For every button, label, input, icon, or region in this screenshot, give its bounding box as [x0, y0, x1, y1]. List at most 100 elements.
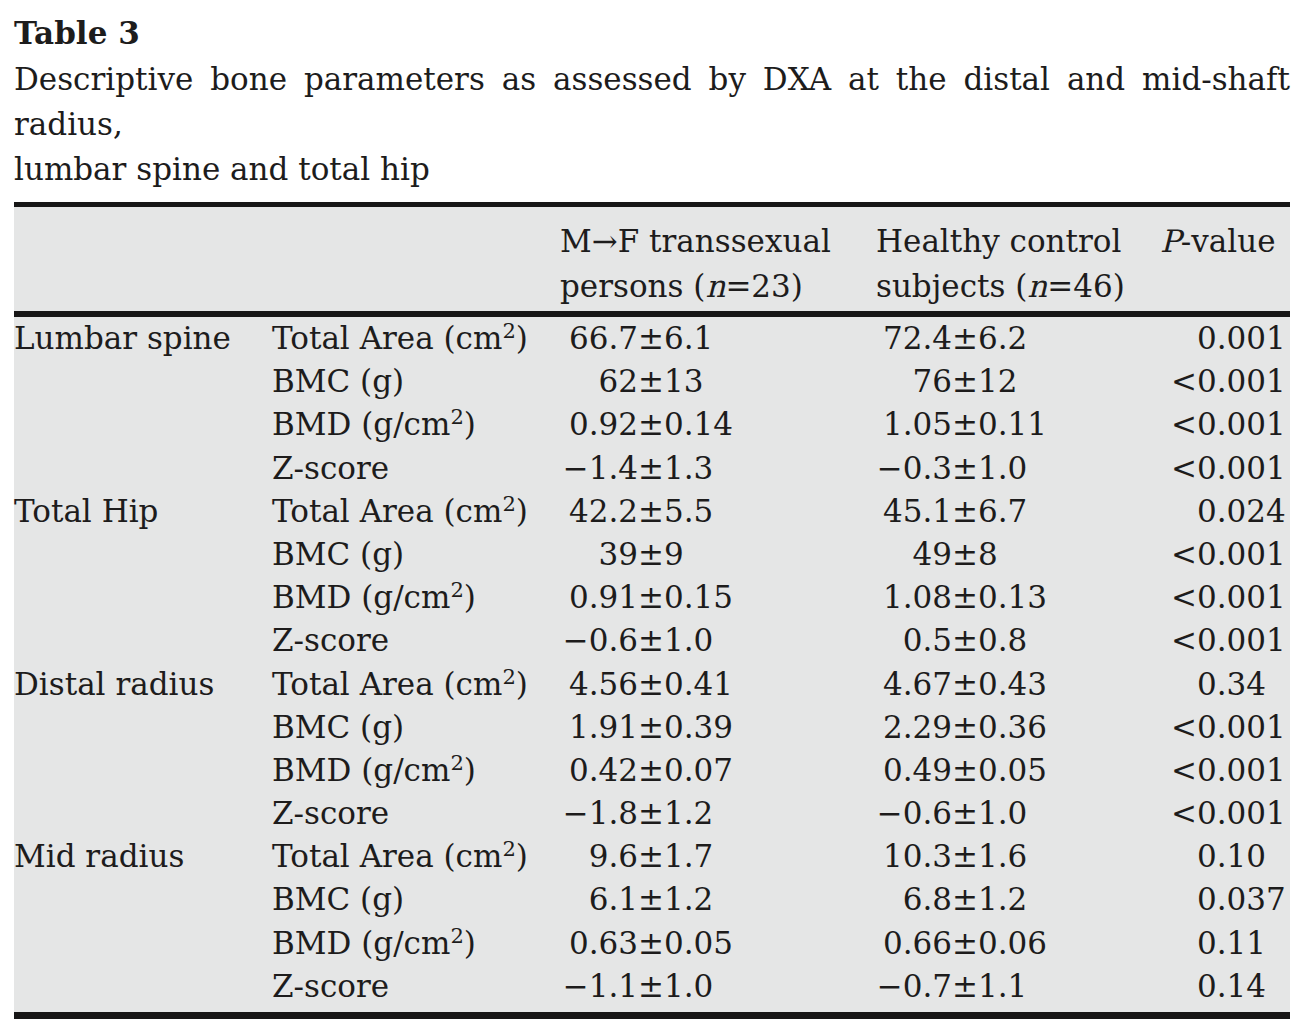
- value-control: 2.29±0.36: [876, 706, 1160, 749]
- p-value-cell: <0.001: [1160, 619, 1290, 662]
- region-label: [14, 922, 272, 965]
- value-control: 72.4±6.2: [876, 317, 1160, 360]
- parameter-label: Total Area (cm2): [272, 317, 560, 360]
- plus-minus: ±: [638, 749, 664, 792]
- plus-minus: ±: [952, 878, 978, 921]
- value-control: 76±12: [876, 360, 1160, 403]
- value-transsexual: 6.1±1.2: [560, 878, 876, 921]
- value-control: −0.6±1.0: [876, 792, 1160, 835]
- value-transsexual: 9.6±1.7: [560, 835, 876, 878]
- header-p-value: P-value: [1160, 219, 1290, 311]
- value-transsexual: 1.91±0.39: [560, 706, 876, 749]
- region-label: [14, 447, 272, 490]
- region-label: [14, 576, 272, 619]
- plus-minus: ±: [952, 706, 978, 749]
- parameter-label: Total Area (cm2): [272, 835, 560, 878]
- value-control: −0.3±1.0: [876, 447, 1160, 490]
- value-control: 4.67±0.43: [876, 663, 1160, 706]
- plus-minus: ±: [638, 792, 664, 835]
- value-transsexual: −1.1±1.0: [560, 965, 876, 1008]
- value-transsexual: −1.4±1.3: [560, 447, 876, 490]
- data-table: M→F transsexualpersons (n=23)Healthy con…: [14, 202, 1290, 1019]
- parameter-label: BMC (g): [272, 533, 560, 576]
- value-control: 45.1±6.7: [876, 490, 1160, 533]
- value-control: −0.7±1.1: [876, 965, 1160, 1008]
- plus-minus: ±: [952, 403, 978, 446]
- plus-minus: ±: [952, 663, 978, 706]
- region-label: [14, 360, 272, 403]
- p-value-cell: <0.001: [1160, 749, 1290, 792]
- parameter-label: Total Area (cm2): [272, 490, 560, 533]
- plus-minus: ±: [952, 447, 978, 490]
- p-value-cell: 0.34: [1160, 663, 1290, 706]
- value-control: 0.5±0.8: [876, 619, 1160, 662]
- value-transsexual: 0.91±0.15: [560, 576, 876, 619]
- paper-page: Table 3 Descriptive bone parameters as a…: [0, 0, 1304, 1034]
- table-number-title: Table 3: [14, 13, 1290, 53]
- plus-minus: ±: [638, 922, 664, 965]
- parameter-label: Z-score: [272, 792, 560, 835]
- p-value-cell: 0.001: [1160, 317, 1290, 360]
- header-group-transsexual: M→F transsexualpersons (n=23): [560, 219, 876, 311]
- parameter-label: BMD (g/cm2): [272, 403, 560, 446]
- table-header-row: M→F transsexualpersons (n=23)Healthy con…: [14, 207, 1290, 317]
- plus-minus: ±: [638, 835, 664, 878]
- region-label: [14, 878, 272, 921]
- plus-minus: ±: [952, 317, 978, 360]
- table-block: Table 3 Descriptive bone parameters as a…: [14, 0, 1290, 1034]
- p-value-cell: <0.001: [1160, 533, 1290, 576]
- plus-minus: ±: [638, 360, 664, 403]
- value-control: 0.66±0.06: [876, 922, 1160, 965]
- plus-minus: ±: [638, 706, 664, 749]
- plus-minus: ±: [638, 447, 664, 490]
- parameter-label: BMD (g/cm2): [272, 922, 560, 965]
- p-value-cell: <0.001: [1160, 360, 1290, 403]
- value-transsexual: −1.8±1.2: [560, 792, 876, 835]
- plus-minus: ±: [638, 490, 664, 533]
- value-transsexual: 62±13: [560, 360, 876, 403]
- value-transsexual: 39±9: [560, 533, 876, 576]
- region-label: Mid radius: [14, 835, 272, 878]
- parameter-label: BMC (g): [272, 706, 560, 749]
- parameter-label: BMD (g/cm2): [272, 576, 560, 619]
- value-control: 49±8: [876, 533, 1160, 576]
- p-value-cell: <0.001: [1160, 792, 1290, 835]
- region-label: [14, 533, 272, 576]
- plus-minus: ±: [952, 619, 978, 662]
- parameter-label: Z-score: [272, 619, 560, 662]
- p-value-cell: <0.001: [1160, 447, 1290, 490]
- plus-minus: ±: [952, 533, 978, 576]
- region-label: Lumbar spine: [14, 317, 272, 360]
- region-label: [14, 706, 272, 749]
- region-label: [14, 619, 272, 662]
- p-value-cell: 0.024: [1160, 490, 1290, 533]
- p-value-cell: <0.001: [1160, 403, 1290, 446]
- p-value-cell: 0.037: [1160, 878, 1290, 921]
- plus-minus: ±: [638, 576, 664, 619]
- caption-line-2: lumbar spine and total hip: [14, 147, 1290, 192]
- value-transsexual: 42.2±5.5: [560, 490, 876, 533]
- value-transsexual: 66.7±6.1: [560, 317, 876, 360]
- region-label: Distal radius: [14, 663, 272, 706]
- value-transsexual: −0.6±1.0: [560, 619, 876, 662]
- plus-minus: ±: [952, 490, 978, 533]
- p-value-cell: <0.001: [1160, 706, 1290, 749]
- header-group-control: Healthy controlsubjects (n=46): [876, 219, 1160, 311]
- header-parameter-spacer: [272, 219, 560, 311]
- plus-minus: ±: [638, 619, 664, 662]
- plus-minus: ±: [952, 792, 978, 835]
- plus-minus: ±: [638, 317, 664, 360]
- region-label: Total Hip: [14, 490, 272, 533]
- caption-line-1: Descriptive bone parameters as assessed …: [14, 57, 1290, 147]
- plus-minus: ±: [638, 403, 664, 446]
- value-control: 0.49±0.05: [876, 749, 1160, 792]
- p-value-cell: 0.14: [1160, 965, 1290, 1008]
- value-transsexual: 4.56±0.41: [560, 663, 876, 706]
- value-control: 1.05±0.11: [876, 403, 1160, 446]
- plus-minus: ±: [952, 965, 978, 1008]
- p-value-cell: <0.001: [1160, 576, 1290, 619]
- value-transsexual: 0.63±0.05: [560, 922, 876, 965]
- value-control: 1.08±0.13: [876, 576, 1160, 619]
- value-control: 10.3±1.6: [876, 835, 1160, 878]
- plus-minus: ±: [952, 360, 978, 403]
